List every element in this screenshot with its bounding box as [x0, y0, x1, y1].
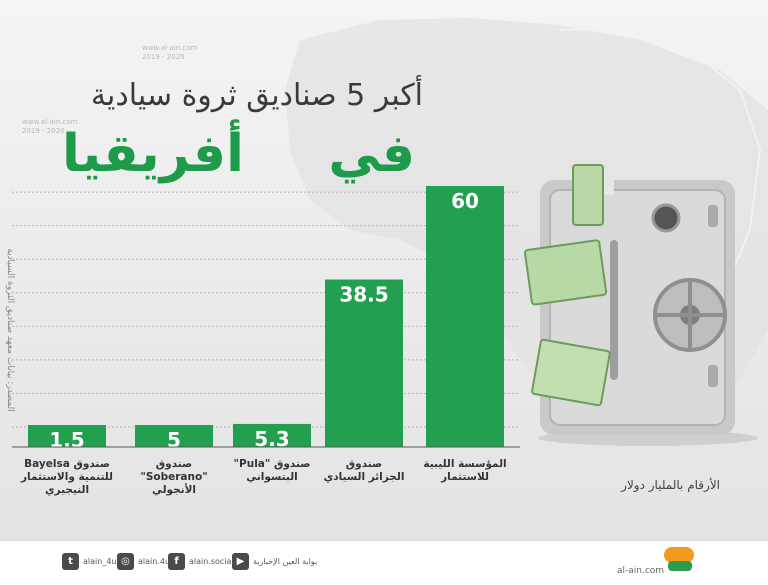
bar — [325, 279, 403, 447]
safe-with-money-illustration — [523, 164, 758, 446]
social-twitter[interactable]: t alain_4u — [62, 551, 116, 571]
bar — [233, 423, 311, 447]
watermark-site: www.al-ain.com — [22, 118, 78, 126]
watermark-year: 2019 - 2020 — [22, 127, 65, 135]
youtube-handle: بوابة العين الإخبارية — [253, 556, 318, 566]
twitter-handle: alain_4u — [83, 556, 117, 566]
instagram-handle: alain.4u — [138, 556, 171, 566]
bar — [135, 425, 213, 447]
youtube-icon: ▶ — [232, 552, 249, 570]
category-label: المؤسسة الليبية للاستثمار — [423, 458, 507, 483]
money-stack-icon — [523, 164, 611, 407]
category-label: صندوق الجزائر السيادي — [323, 458, 405, 483]
social-youtube[interactable]: ▶ بوابة العين الإخبارية — [232, 551, 317, 571]
bar-value-label: 60 — [451, 189, 479, 213]
category-label: صندوق "Soberano" الأنجولي — [140, 458, 208, 496]
title-line-2: في أفريقيا — [62, 124, 415, 184]
social-instagram[interactable]: ◎ alain.4u — [117, 551, 170, 571]
unit-note: الأرقام بالمليار دولار — [621, 478, 720, 492]
title-line-1: أكبر 5 صناديق ثروة سيادية — [90, 78, 423, 113]
watermark-top: www.al-ain.com 2019 - 2020 — [142, 44, 197, 62]
watermark-left: www.al-ain.com 2019 - 2020 — [22, 118, 77, 136]
twitter-icon: t — [62, 552, 79, 570]
facebook-icon: f — [168, 552, 185, 570]
chart-bars: 1.5 5 5.338.560 — [28, 186, 504, 452]
watermark-site: www.al-ain.com — [142, 44, 198, 52]
bar-value-label: 1.5 — [49, 428, 84, 452]
bar — [28, 425, 106, 447]
category-label: صندوق "Pula" البتسواني — [233, 458, 311, 483]
category-label: صندوق Bayelsa للتنمية والاستثمار النيجير… — [20, 458, 114, 496]
al-ain-logo-icon — [664, 547, 694, 571]
instagram-icon: ◎ — [117, 552, 134, 570]
bar — [426, 186, 504, 447]
bar-value-label: 38.5 — [339, 283, 388, 307]
brand-site[interactable]: al-ain.com — [617, 566, 665, 576]
bar-value-label: 5 — [167, 428, 181, 452]
watermark-year: 2019 - 2020 — [142, 53, 185, 61]
facebook-handle: alain.social — [189, 556, 234, 566]
social-facebook[interactable]: f alain.social — [168, 551, 234, 571]
